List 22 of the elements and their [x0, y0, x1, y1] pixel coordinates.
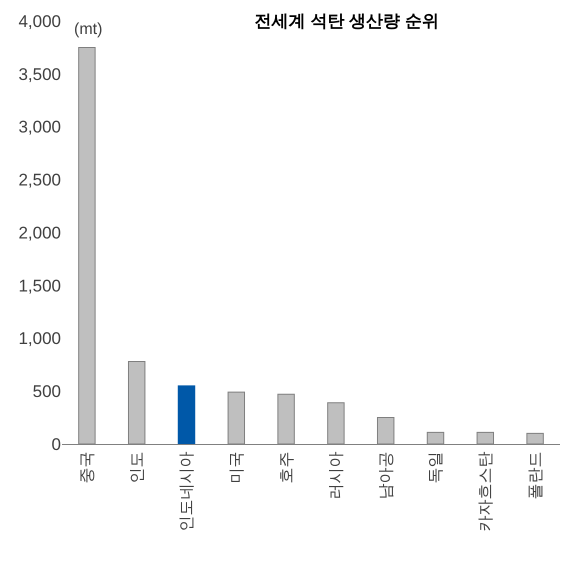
- x-tick-label: 미국: [228, 451, 246, 484]
- y-tick-label: 0: [52, 434, 61, 454]
- y-tick-label: 4,000: [18, 12, 61, 31]
- y-tick-label: 1,500: [18, 276, 61, 296]
- x-tick-label: 폴란드: [527, 451, 544, 500]
- x-tick-label: 카자흐스탄: [478, 451, 494, 532]
- x-tick-label: 중국: [79, 451, 96, 484]
- y-tick-label: 500: [32, 382, 61, 402]
- y-tick-label: 2,500: [18, 170, 61, 190]
- y-tick-label: 1,000: [18, 329, 61, 348]
- x-tick-label: 남아공: [378, 451, 395, 500]
- annotation: (mt): [74, 21, 102, 38]
- x-tick-label: 독일: [428, 451, 445, 484]
- x-tick-label: 러시아: [328, 451, 346, 500]
- y-tick-label: 2,000: [18, 223, 61, 242]
- x-tick-label: 인도네시아: [178, 451, 196, 532]
- bar: [178, 385, 196, 444]
- chart-title: 전세계 석탄 생산량 순위: [254, 11, 439, 30]
- y-tick-label: 3,000: [18, 118, 61, 137]
- x-tick-label: 인도: [128, 451, 146, 484]
- x-tick-label: 호주: [278, 451, 296, 484]
- y-tick-label: 3,500: [18, 64, 61, 84]
